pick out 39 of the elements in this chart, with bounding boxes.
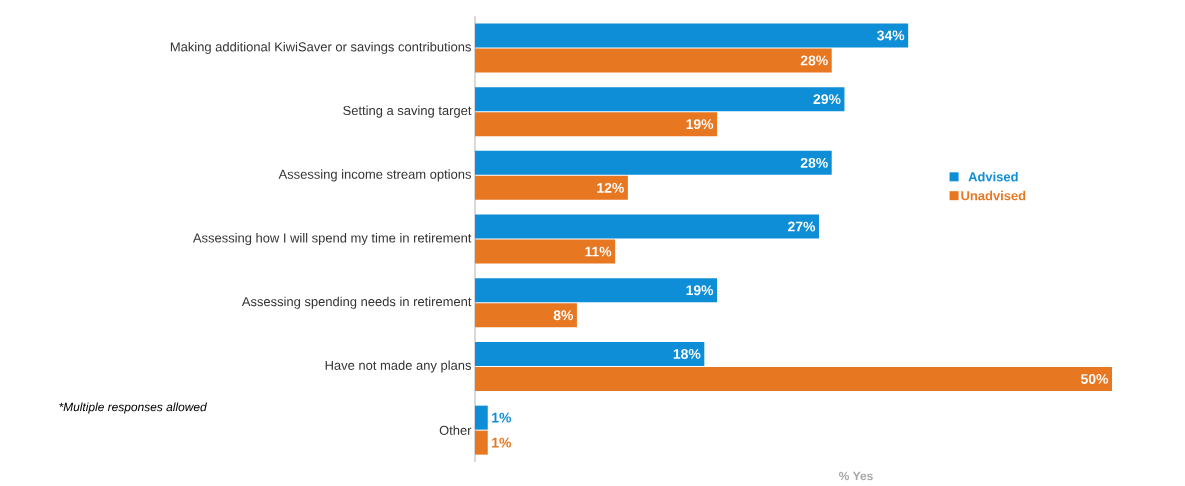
data-label: 50% bbox=[1080, 373, 1109, 384]
y-tick-label: Making additional KiwiSaver or savings contributions bbox=[170, 41, 471, 54]
data-label: 11% bbox=[585, 246, 612, 257]
bar bbox=[475, 214, 819, 239]
bar bbox=[475, 150, 832, 175]
data-label: 29% bbox=[813, 94, 841, 105]
bar bbox=[475, 87, 845, 112]
y-tick-label: Assessing spending needs in retirement bbox=[241, 296, 472, 309]
data-label: 34% bbox=[877, 30, 905, 41]
data-label: 27% bbox=[788, 221, 816, 232]
bar bbox=[475, 239, 616, 264]
y-tick-label: Have not made any plans bbox=[325, 360, 471, 373]
data-label: 12% bbox=[597, 182, 624, 193]
data-label: 19% bbox=[686, 119, 714, 130]
data-label: 18% bbox=[673, 348, 701, 359]
x-axis-title: % Yes bbox=[839, 471, 873, 481]
data-label: 28% bbox=[800, 157, 828, 168]
bar bbox=[475, 48, 832, 73]
bar bbox=[475, 405, 488, 430]
bar bbox=[475, 112, 718, 137]
text: *Multiple responses allowed bbox=[59, 402, 207, 414]
bar bbox=[475, 23, 909, 48]
data-label: 19% bbox=[686, 285, 714, 296]
data-label: 1% bbox=[492, 412, 512, 423]
data-label: 1% bbox=[492, 437, 512, 448]
data-label: 8% bbox=[553, 310, 574, 321]
legend-label: Advised bbox=[968, 171, 1018, 182]
legend-label: Unadvised bbox=[961, 190, 1026, 201]
y-tick-label: Setting a saving target bbox=[343, 105, 472, 118]
y-tick-label: Other bbox=[439, 425, 472, 435]
y-tick-label: Assessing how I will spend my time in retirement bbox=[192, 233, 472, 246]
bar bbox=[475, 366, 1112, 391]
bar bbox=[475, 278, 718, 303]
bar bbox=[475, 430, 488, 455]
bar bbox=[475, 341, 705, 366]
data-label: 28% bbox=[800, 55, 828, 66]
bar bbox=[475, 175, 628, 200]
y-tick-label: Assessing income stream options bbox=[278, 169, 471, 182]
bar bbox=[475, 303, 577, 328]
